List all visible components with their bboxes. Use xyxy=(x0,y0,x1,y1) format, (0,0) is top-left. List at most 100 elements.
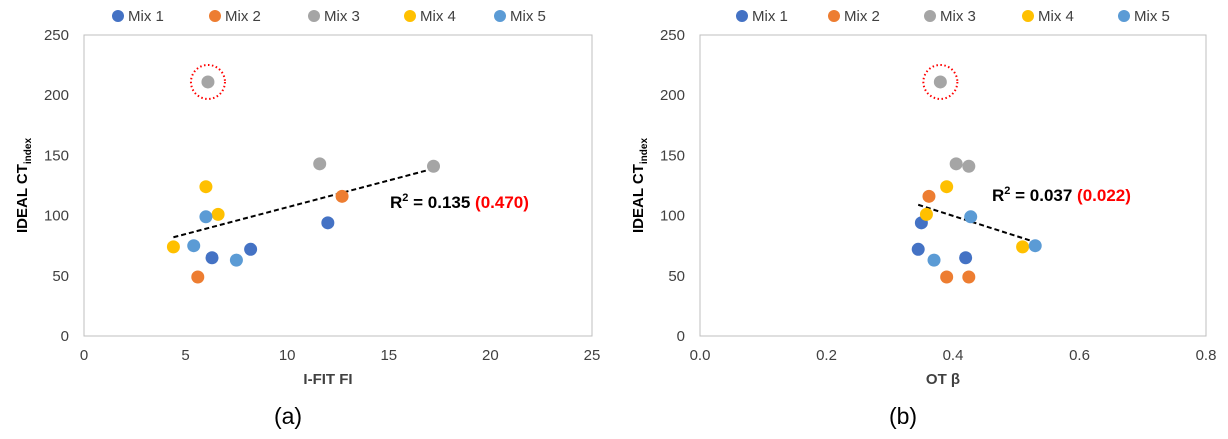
data-point-mix1-3 xyxy=(959,251,973,265)
x-tick-label: 0.0 xyxy=(690,347,711,364)
y-axis-title-main: IDEAL CT xyxy=(630,164,647,233)
legend-label-2: Mix 2 xyxy=(844,8,880,25)
chart-panel-b: 0 50 100 150 200 250 0.0 0.2 0.4 0.6 0.8 OT β IDEAL … xyxy=(614,0,1228,434)
y-axis-title: IDEAL CTindex xyxy=(14,138,34,233)
data-point-mix1-2 xyxy=(244,242,258,256)
data-point-mix5-1 xyxy=(927,253,941,267)
r2-annotation: R2 = 0.037 (0.022) xyxy=(992,185,1131,205)
data-point-mix1-3 xyxy=(321,216,335,230)
data-point-mix4-2 xyxy=(199,180,213,194)
legend-marker-3 xyxy=(924,10,936,22)
data-point-mix3-2 xyxy=(949,157,963,171)
legend-label-4: Mix 4 xyxy=(1038,8,1074,25)
x-tick-label: 20 xyxy=(482,347,499,364)
y-tick-label: 0 xyxy=(61,328,69,345)
y-tick-label: 0 xyxy=(677,328,685,345)
y-tick-label: 50 xyxy=(52,268,69,285)
legend-marker-5 xyxy=(1118,10,1130,22)
plot-area-border xyxy=(83,34,593,337)
y-tick-label: 200 xyxy=(660,87,685,104)
legend-marker-4 xyxy=(1022,10,1034,22)
x-tick-label: 0.4 xyxy=(943,347,964,364)
chart-panel-a: 0 50 100 150 200 250 0 5 10 15 20 25 I-FIT FI IDEAL C… xyxy=(0,0,614,434)
scatter-chart-svg: 0 50 100 150 200 250 0.0 0.2 0.4 0.6 0.8 OT β IDEAL … xyxy=(630,8,1217,429)
data-point-mix1-1 xyxy=(205,251,219,265)
legend-label-1: Mix 1 xyxy=(128,8,164,25)
r2-superscript: 2 xyxy=(1004,185,1010,197)
data-point-mix3-3 xyxy=(427,159,441,173)
x-tick-label: 10 xyxy=(279,347,296,364)
r2-highlight: (0.022) xyxy=(1077,186,1131,205)
data-point-mix4-3 xyxy=(211,207,225,221)
legend-marker-2 xyxy=(828,10,840,22)
data-point-mix2-2 xyxy=(335,189,349,203)
x-tick-label: 0 xyxy=(80,347,88,364)
x-tick-label: 0.6 xyxy=(1069,347,1090,364)
data-point-mix5-2 xyxy=(964,210,978,224)
data-point-mix3-2 xyxy=(313,157,327,171)
data-point-mix5-3 xyxy=(229,253,243,267)
x-tick-label: 5 xyxy=(181,347,189,364)
data-point-mix4-2 xyxy=(940,180,954,194)
y-axis-title: IDEAL CTindex xyxy=(630,138,650,233)
panel-label: (b) xyxy=(889,403,917,429)
scatter-chart-svg: 0 50 100 150 200 250 0 5 10 15 20 25 I-FIT FI IDEAL C… xyxy=(14,8,601,429)
outlier-circle xyxy=(189,63,226,100)
legend-marker-1 xyxy=(736,10,748,22)
data-point-mix3-1 xyxy=(201,75,215,89)
plot-area-border xyxy=(699,34,1207,337)
x-tick-label: 0.2 xyxy=(816,347,837,364)
data-point-mix4-3 xyxy=(1016,240,1030,254)
y-tick-label: 250 xyxy=(44,27,69,44)
x-tick-label: 25 xyxy=(584,347,601,364)
y-tick-label: 100 xyxy=(660,208,685,225)
y-tick-label: 200 xyxy=(44,87,69,104)
r2-value: = 0.135 xyxy=(408,193,475,212)
data-point-mix2-3 xyxy=(962,270,976,284)
data-point-mix2-2 xyxy=(940,270,954,284)
data-point-mix3-1 xyxy=(933,75,947,89)
r2-prefix: R xyxy=(992,186,1004,205)
legend-label-3: Mix 3 xyxy=(324,8,360,25)
r2-annotation: R2 = 0.135 (0.470) xyxy=(390,192,529,212)
legend-label-5: Mix 5 xyxy=(510,8,546,25)
legend-label-2: Mix 2 xyxy=(225,8,261,25)
legend-marker-1 xyxy=(112,10,124,22)
y-tick-label: 150 xyxy=(44,147,69,164)
legend-label-1: Mix 1 xyxy=(752,8,788,25)
y-tick-label: 50 xyxy=(668,268,685,285)
panel-label: (a) xyxy=(274,403,302,429)
x-axis-title: OT β xyxy=(926,371,960,388)
y-tick-label: 150 xyxy=(660,147,685,164)
data-point-mix1-1 xyxy=(911,242,925,256)
legend-marker-5 xyxy=(494,10,506,22)
r2-highlight: (0.470) xyxy=(475,193,529,212)
data-point-mix5-2 xyxy=(199,210,213,224)
y-axis-title-subscript: index xyxy=(23,138,34,165)
r2-value: = 0.037 xyxy=(1010,186,1077,205)
outlier-circle xyxy=(922,63,959,100)
y-axis-title-main: IDEAL CT xyxy=(14,164,31,233)
legend-marker-2 xyxy=(209,10,221,22)
data-point-mix5-3 xyxy=(1028,239,1042,253)
x-axis-title: I-FIT FI xyxy=(303,371,352,388)
data-point-mix2-1 xyxy=(922,189,936,203)
legend-marker-4 xyxy=(404,10,416,22)
y-axis-title-text: IDEAL CTindex xyxy=(14,138,34,233)
y-tick-label: 100 xyxy=(44,208,69,225)
legend-label-5: Mix 5 xyxy=(1134,8,1170,25)
data-point-mix5-1 xyxy=(187,239,201,253)
y-tick-label: 250 xyxy=(660,27,685,44)
x-tick-label: 0.8 xyxy=(1196,347,1217,364)
data-point-mix3-3 xyxy=(962,159,976,173)
legend-label-3: Mix 3 xyxy=(940,8,976,25)
data-point-mix2-1 xyxy=(191,270,205,284)
y-axis-title-subscript: index xyxy=(639,138,650,165)
data-point-mix4-1 xyxy=(919,207,933,221)
trendline xyxy=(917,203,1036,244)
x-tick-label: 15 xyxy=(380,347,397,364)
y-axis-title-text: IDEAL CTindex xyxy=(630,138,650,233)
legend-label-4: Mix 4 xyxy=(420,8,456,25)
data-point-mix4-1 xyxy=(166,240,180,254)
r2-superscript: 2 xyxy=(402,192,408,204)
